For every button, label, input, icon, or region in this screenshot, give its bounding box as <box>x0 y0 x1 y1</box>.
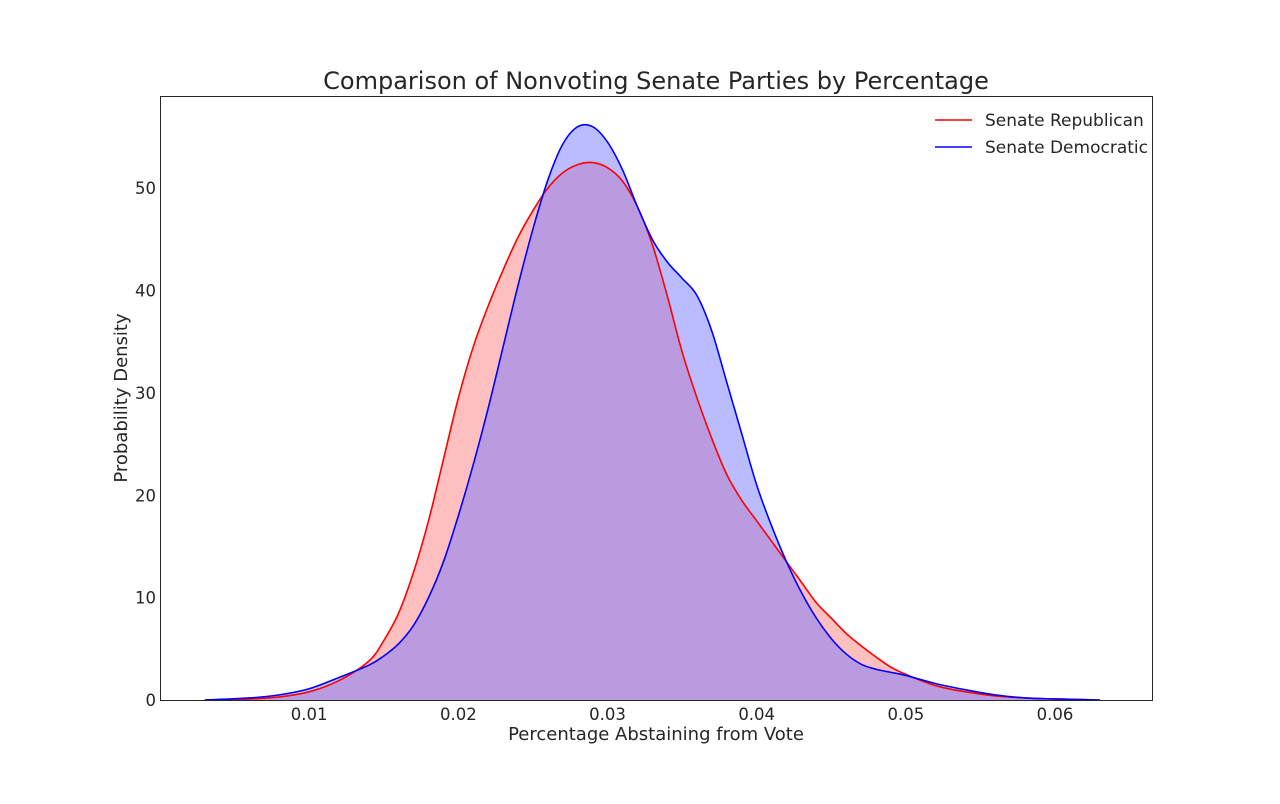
chart-title: Comparison of Nonvoting Senate Parties b… <box>323 67 989 95</box>
y-tick-label: 10 <box>135 589 156 608</box>
y-tick-label: 40 <box>135 282 156 301</box>
senate-democratic-area <box>204 124 1100 700</box>
y-tick-label: 50 <box>135 179 156 198</box>
x-tick-label: 0.05 <box>887 705 924 724</box>
legend-label-senate-democratic: Senate Democratic <box>985 138 1148 158</box>
legend: Senate Republican Senate Democratic <box>935 111 1148 158</box>
x-tick-label: 0.01 <box>291 705 328 724</box>
x-tick-label: 0.04 <box>738 705 775 724</box>
y-tick-label: 0 <box>146 691 157 710</box>
y-tick-label: 30 <box>135 384 156 403</box>
senate-democratic-line <box>204 123 1100 701</box>
x-axis-ticks: 0.01 0.02 0.03 0.04 0.05 0.06 <box>291 705 1074 724</box>
x-axis-label: Percentage Abstaining from Vote <box>508 724 804 745</box>
x-tick-label: 0.02 <box>440 705 477 724</box>
y-tick-label: 20 <box>135 486 156 505</box>
line-layer <box>204 123 1100 701</box>
y-axis-ticks: 0 10 20 30 40 50 <box>135 179 156 710</box>
x-tick-label: 0.06 <box>1037 705 1074 724</box>
y-axis-label: Probability Density <box>111 313 132 483</box>
fill-layer <box>204 124 1100 701</box>
legend-label-senate-republican: Senate Republican <box>985 111 1144 131</box>
x-tick-label: 0.03 <box>589 705 626 724</box>
plot-frame <box>160 96 1153 701</box>
